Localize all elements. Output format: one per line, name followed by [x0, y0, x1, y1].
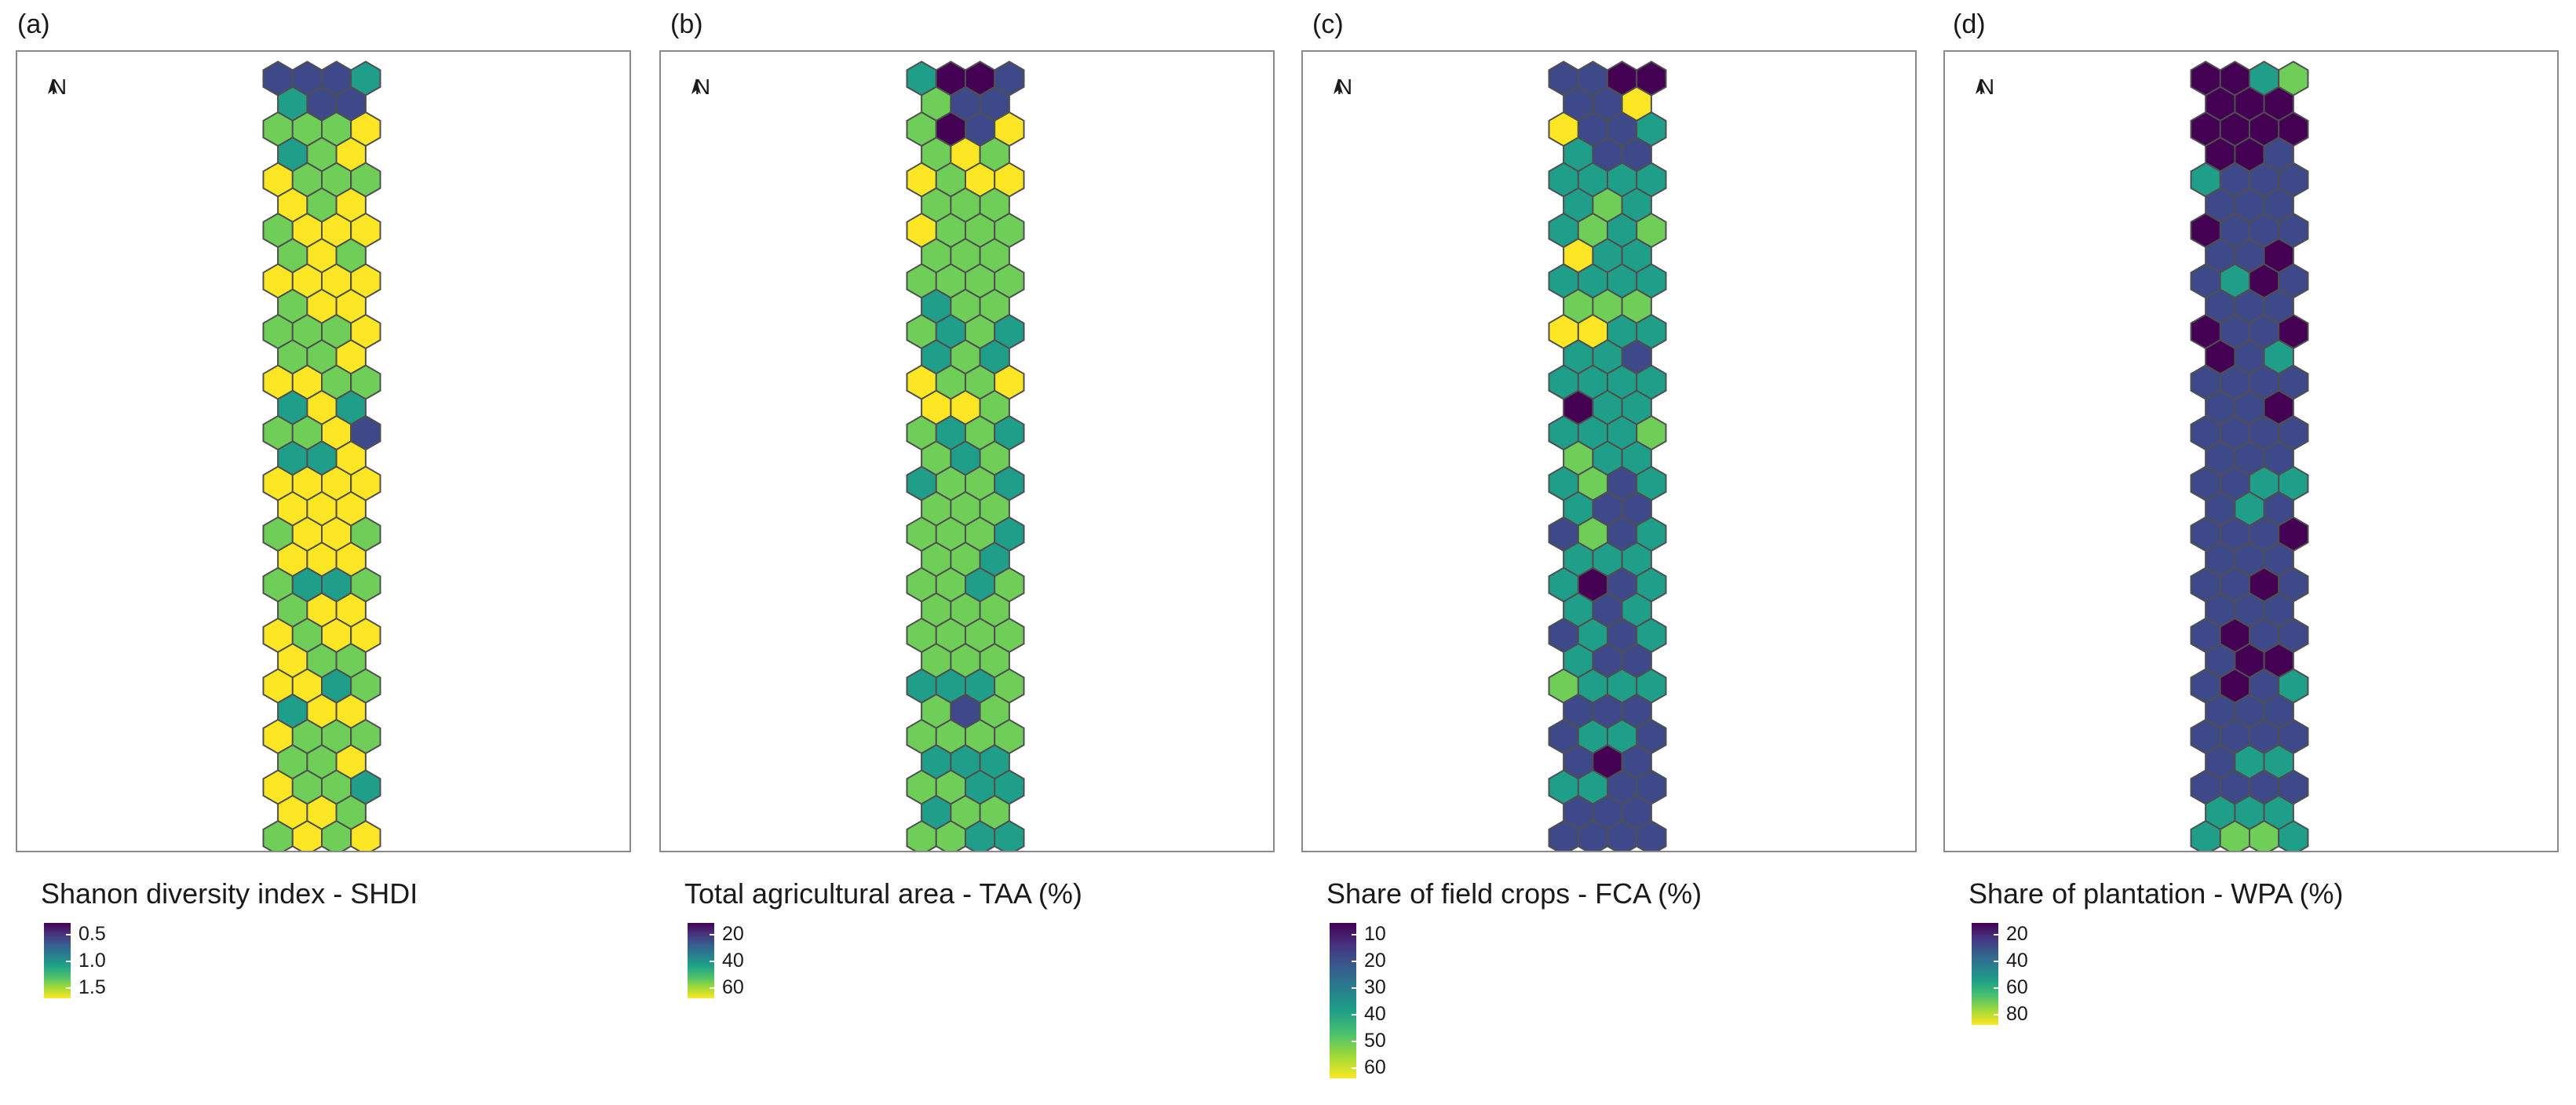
panel-d-legend-title: Share of plantation - WPA (%) — [1968, 877, 2344, 910]
legend-tick-label: 60 — [2006, 976, 2028, 998]
panel-d-label: (d) — [1953, 9, 1986, 39]
legend-tick-label: 50 — [1364, 1030, 1386, 1052]
legend-tick-mark — [710, 961, 716, 962]
legend-tick-mark — [1352, 987, 1358, 989]
legend-tick-label: 80 — [2006, 1003, 2028, 1025]
legend-tick-mark — [1352, 1041, 1358, 1042]
legend-tick-label: 10 — [1364, 923, 1386, 945]
panel-a-legend-title: Shanon diversity index - SHDI — [41, 877, 418, 910]
legend-tick-mark — [1994, 961, 2000, 962]
north-label: N — [1336, 75, 1353, 99]
legend-tick-mark — [1994, 1014, 2000, 1016]
legend-tick-mark — [1352, 961, 1358, 962]
north-arrow-icon — [1976, 78, 1985, 94]
hex-cell[interactable] — [1636, 819, 1667, 851]
north-label: N — [50, 75, 68, 99]
legend-tick-mark — [1352, 934, 1358, 935]
panel-d-map[interactable]: N — [1943, 50, 2559, 852]
panel-c-legend-title: Share of field crops - FCA (%) — [1326, 877, 1702, 910]
hex-cell[interactable] — [2278, 819, 2309, 851]
legend-tick-label: 1.5 — [78, 976, 106, 998]
legend-tick-label: 60 — [722, 976, 744, 998]
legend-tick-label: 20 — [722, 923, 744, 945]
panel-d-legend-colorbar — [1972, 923, 1998, 1025]
legend-tick-label: 40 — [722, 950, 744, 972]
panel-b-label: (b) — [670, 9, 703, 39]
legend-tick-mark — [66, 987, 72, 989]
panel-d-north-arrow: N — [1975, 75, 1998, 99]
legend-tick-mark — [710, 987, 716, 989]
north-arrow-icon — [1334, 78, 1343, 94]
legend-tick-label: 30 — [1364, 976, 1386, 998]
panel-b-hex-grid — [906, 60, 1025, 851]
panel-c-legend-colorbar — [1330, 923, 1356, 1078]
legend-tick-label: 60 — [1364, 1056, 1386, 1078]
panel-b-north-arrow: N — [691, 75, 714, 99]
legend-tick-label: 1.0 — [78, 950, 106, 972]
panel-d-hex-grid — [2190, 60, 2309, 851]
legend-tick-label: 20 — [1364, 950, 1386, 972]
hex-cell[interactable] — [994, 819, 1025, 851]
panel-b-map[interactable]: N — [659, 50, 1275, 852]
panel-a-north-arrow: N — [47, 75, 71, 99]
legend-tick-mark — [66, 961, 72, 962]
legend-tick-mark — [66, 934, 72, 935]
legend-tick-mark — [1994, 934, 2000, 935]
panel-b-legend-title: Total agricultural area - TAA (%) — [684, 877, 1082, 910]
legend-tick-mark — [1352, 1067, 1358, 1069]
north-label: N — [694, 75, 711, 99]
north-arrow-icon — [48, 78, 57, 94]
panel-c-north-arrow: N — [1333, 75, 1356, 99]
legend-tick-mark — [1352, 1014, 1358, 1016]
legend-tick-label: 0.5 — [78, 923, 106, 945]
north-label: N — [1978, 75, 1995, 99]
legend-tick-mark — [710, 934, 716, 935]
north-arrow-icon — [691, 78, 701, 94]
legend-tick-mark — [1994, 987, 2000, 989]
panel-c-hex-grid — [1548, 60, 1667, 851]
panel-a-map[interactable]: N — [16, 50, 631, 852]
panel-c-map[interactable]: N — [1301, 50, 1917, 852]
panel-a-label: (a) — [17, 9, 50, 39]
legend-tick-label: 20 — [2006, 923, 2028, 945]
legend-tick-label: 40 — [1364, 1003, 1386, 1025]
hex-cell[interactable] — [350, 819, 381, 851]
legend-tick-label: 40 — [2006, 950, 2028, 972]
panel-c-label: (c) — [1312, 9, 1344, 39]
panel-a-hex-grid — [262, 60, 381, 851]
